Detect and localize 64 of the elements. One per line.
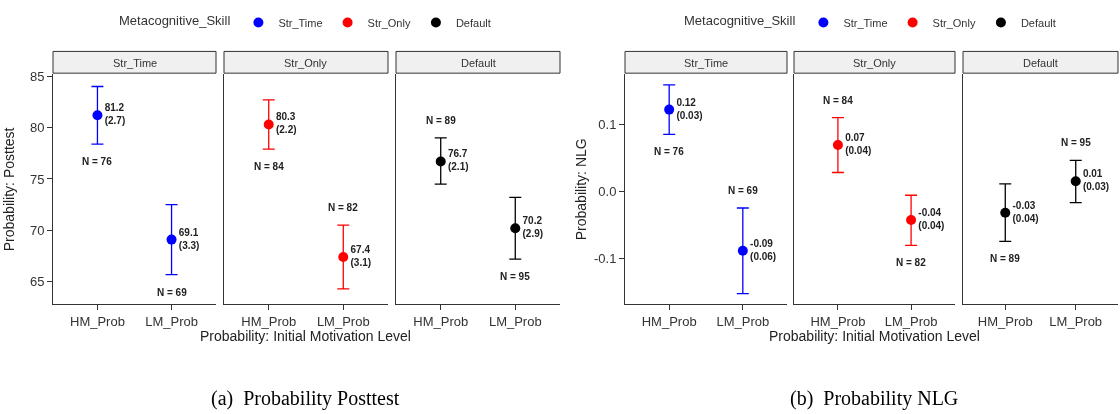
y-tick-label: -0.1 [593, 250, 617, 266]
y-axis-title: Probability: NLG [572, 138, 589, 241]
legend-label: Str_Time [843, 16, 888, 29]
y-axis-title: Probability: Posttest [0, 127, 17, 252]
data-label: -0.04 (0.04) [918, 207, 945, 232]
data-label: 0.07 (0.04) [845, 132, 872, 157]
x-tick-label: LM_Prob [884, 313, 938, 329]
y-tick-label: 70 [29, 222, 45, 238]
chart-title: Str_Time [113, 57, 158, 69]
x-tick-label: HM_Prob [810, 313, 866, 329]
y-tick-label: 0.0 [598, 183, 617, 199]
annotation: N = 95 [1061, 137, 1092, 148]
x-tick-label: LM_Prob [316, 313, 370, 329]
x-tick-label: LM_Prob [716, 313, 770, 329]
x-tick-label: LM_Prob [488, 313, 542, 329]
data-label: 70.2 (2.9) [522, 215, 544, 240]
annotation: N = 84 [823, 95, 854, 106]
x-tick-label: LM_Prob [1049, 313, 1103, 329]
x-tick-label: HM_Prob [977, 313, 1033, 329]
chart-title: Default [461, 57, 496, 69]
chart-title: Str_Only [284, 57, 328, 69]
data-label: -0.09 (0.06) [750, 237, 777, 262]
annotation: N = 89 [426, 115, 457, 126]
data-label: -0.03 (0.04) [1012, 199, 1039, 224]
y-tick-label: 65 [29, 274, 45, 290]
x-tick-label: HM_Prob [641, 313, 697, 329]
legend-label: Str_Time [278, 16, 323, 29]
x-axis-title: Probability: Initial Motivation Level [769, 328, 980, 344]
annotation: N = 95 [500, 271, 531, 282]
annotation: N = 76 [82, 156, 113, 167]
data-label: 0.01 (0.03) [1082, 168, 1110, 193]
annotation: N = 69 [728, 185, 759, 196]
x-tick-label: HM_Prob [413, 313, 469, 329]
data-label: 67.4 (3.1) [350, 244, 372, 269]
y-tick-label: 80 [29, 120, 45, 136]
text: (a) Probability Posttest [211, 387, 400, 410]
annotation: N = 76 [654, 146, 685, 157]
legend-label: Str_Only [367, 16, 411, 29]
x-tick-label: HM_Prob [241, 313, 297, 329]
y-tick-label: 0.1 [598, 116, 617, 132]
legend-label: Default [1020, 16, 1056, 29]
y-tick-label: 75 [29, 171, 45, 187]
chart-title: Str_Only [853, 57, 897, 69]
annotation: N = 82 [896, 257, 927, 268]
legend-title: Metacognitive_Skill [119, 12, 231, 28]
annotation: N = 82 [328, 202, 359, 213]
annotation: N = 89 [990, 253, 1021, 264]
chart-title: Str_Time [684, 57, 729, 69]
data-label: 0.12 (0.03) [676, 96, 703, 121]
text: (b) Probability NLG [790, 387, 959, 410]
x-tick-label: HM_Prob [69, 313, 125, 329]
data-label: 76.7 (2.1) [447, 148, 469, 173]
data-label: 80.3 (2.2) [275, 111, 297, 136]
legend-title: Metacognitive_Skill [684, 12, 796, 28]
y-tick-label: 85 [29, 68, 45, 84]
annotation: N = 69 [157, 287, 188, 298]
legend-label: Default [455, 16, 491, 29]
data-label: 81.2 (2.7) [104, 102, 126, 127]
data-label: 69.1 (3.3) [178, 226, 200, 251]
x-axis-title: Probability: Initial Motivation Level [200, 328, 411, 344]
chart-title: Default [1023, 57, 1058, 69]
annotation: N = 84 [254, 161, 285, 172]
legend-label: Str_Only [932, 16, 976, 29]
x-tick-label: LM_Prob [145, 313, 198, 329]
